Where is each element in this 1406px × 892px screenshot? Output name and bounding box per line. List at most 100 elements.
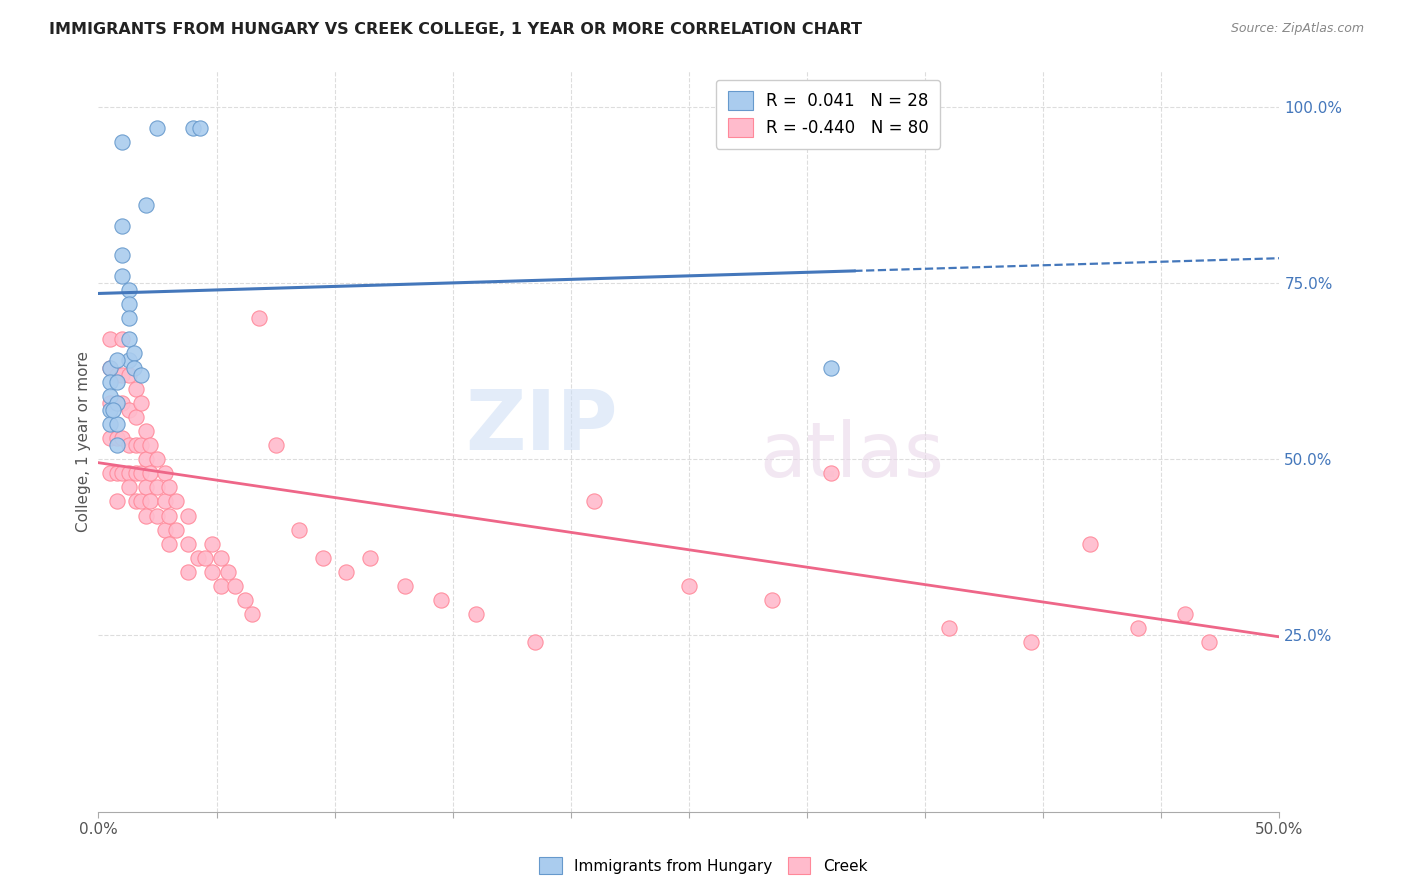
Point: [288, 523, 311, 537]
Point: [209, 550, 232, 565]
Point: [111, 431, 134, 445]
Point: [465, 607, 488, 622]
Point: [98, 467, 121, 481]
Point: [118, 480, 141, 494]
Point: [129, 438, 152, 452]
Point: [177, 565, 200, 579]
Point: [105, 353, 128, 368]
Text: ZIP: ZIP: [465, 386, 619, 467]
Point: [111, 368, 134, 382]
Point: [98, 396, 121, 410]
Point: [312, 550, 335, 565]
Point: [125, 382, 148, 396]
Point: [217, 565, 239, 579]
Point: [678, 579, 700, 593]
Point: [247, 311, 270, 326]
Point: [98, 389, 121, 403]
Point: [938, 621, 960, 635]
Point: [105, 438, 128, 452]
Point: [105, 467, 128, 481]
Point: [157, 537, 180, 551]
Point: [125, 467, 148, 481]
Point: [101, 402, 124, 417]
Point: [430, 593, 453, 607]
Point: [111, 219, 134, 234]
Point: [583, 494, 606, 508]
Point: [820, 467, 842, 481]
Point: [157, 508, 180, 523]
Point: [1174, 607, 1197, 622]
Point: [118, 402, 141, 417]
Legend: R =  0.041   N = 28, R = -0.440   N = 80: R = 0.041 N = 28, R = -0.440 N = 80: [716, 79, 941, 149]
Point: [820, 360, 842, 375]
Point: [125, 494, 148, 508]
Point: [139, 467, 162, 481]
Point: [111, 467, 134, 481]
Point: [105, 431, 128, 445]
Point: [118, 368, 141, 382]
Point: [153, 467, 176, 481]
Point: [98, 402, 121, 417]
Point: [98, 360, 121, 375]
Point: [264, 438, 287, 452]
Point: [135, 508, 157, 523]
Point: [157, 480, 180, 494]
Point: [111, 332, 134, 346]
Point: [181, 120, 204, 135]
Text: Source: ZipAtlas.com: Source: ZipAtlas.com: [1230, 22, 1364, 36]
Point: [129, 494, 152, 508]
Point: [122, 360, 145, 375]
Point: [135, 424, 157, 438]
Point: [98, 360, 121, 375]
Text: atlas: atlas: [759, 419, 945, 493]
Point: [188, 120, 211, 135]
Point: [1080, 537, 1102, 551]
Point: [129, 368, 152, 382]
Point: [135, 452, 157, 467]
Point: [98, 332, 121, 346]
Point: [194, 550, 217, 565]
Point: [165, 523, 187, 537]
Point: [233, 593, 256, 607]
Point: [153, 523, 176, 537]
Point: [524, 635, 547, 649]
Point: [105, 396, 128, 410]
Point: [118, 283, 141, 297]
Point: [359, 550, 381, 565]
Point: [98, 431, 121, 445]
Point: [177, 537, 200, 551]
Point: [118, 353, 141, 368]
Point: [111, 268, 134, 283]
Point: [111, 248, 134, 262]
Point: [1198, 635, 1220, 649]
Point: [335, 565, 357, 579]
Point: [118, 332, 141, 346]
Y-axis label: College, 1 year or more: College, 1 year or more: [76, 351, 91, 532]
Point: [105, 368, 128, 382]
Point: [209, 579, 232, 593]
Point: [146, 120, 169, 135]
Point: [139, 438, 162, 452]
Point: [187, 550, 209, 565]
Point: [129, 467, 152, 481]
Point: [1021, 635, 1043, 649]
Point: [105, 396, 128, 410]
Point: [394, 579, 416, 593]
Point: [201, 565, 224, 579]
Point: [177, 508, 200, 523]
Point: [118, 438, 141, 452]
Point: [125, 409, 148, 424]
Point: [146, 508, 169, 523]
Point: [98, 375, 121, 389]
Point: [135, 198, 157, 212]
Point: [146, 452, 169, 467]
Point: [139, 494, 162, 508]
Point: [118, 467, 141, 481]
Legend: Immigrants from Hungary, Creek: Immigrants from Hungary, Creek: [533, 851, 873, 880]
Point: [118, 311, 141, 326]
Point: [118, 297, 141, 311]
Point: [125, 438, 148, 452]
Point: [761, 593, 783, 607]
Point: [105, 494, 128, 508]
Point: [240, 607, 263, 622]
